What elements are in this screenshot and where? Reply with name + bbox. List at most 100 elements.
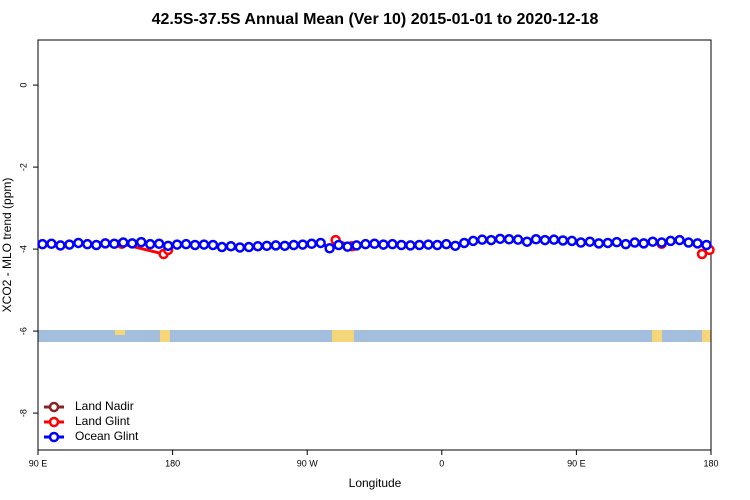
data-point bbox=[306, 238, 317, 250]
x-tick-label: 180 bbox=[703, 458, 718, 468]
legend-marker bbox=[48, 401, 60, 413]
data-point bbox=[593, 238, 605, 249]
data-point bbox=[333, 239, 344, 251]
data-point bbox=[171, 239, 183, 250]
data-point bbox=[135, 236, 147, 248]
data-point bbox=[566, 235, 578, 247]
data-point bbox=[351, 240, 362, 251]
data-point bbox=[225, 240, 237, 252]
data-point bbox=[189, 239, 201, 251]
data-point bbox=[602, 237, 614, 249]
data-point bbox=[198, 239, 210, 250]
land-patch bbox=[332, 330, 354, 342]
data-point bbox=[450, 240, 461, 252]
land-patch bbox=[160, 330, 170, 342]
data-point bbox=[620, 238, 632, 250]
data-point bbox=[458, 237, 470, 249]
data-point bbox=[701, 239, 712, 251]
x-tick-label: 90 E bbox=[29, 458, 48, 468]
land-mask bbox=[38, 330, 711, 342]
legend-label: Land Glint bbox=[75, 414, 130, 428]
data-point bbox=[360, 238, 371, 250]
data-point bbox=[638, 238, 649, 249]
data-point bbox=[405, 240, 416, 251]
data-point bbox=[530, 234, 542, 245]
data-point bbox=[297, 239, 308, 250]
data-point bbox=[512, 234, 524, 245]
data-point bbox=[692, 238, 703, 249]
data-point bbox=[234, 242, 246, 253]
data-point bbox=[584, 236, 596, 247]
data-point bbox=[180, 238, 192, 250]
data-point bbox=[423, 239, 434, 250]
land-patch bbox=[702, 330, 711, 342]
data-point bbox=[144, 238, 156, 250]
data-point bbox=[387, 238, 398, 250]
data-point bbox=[100, 238, 111, 249]
data-point bbox=[243, 241, 255, 253]
y-tick-label: -8 bbox=[18, 409, 28, 417]
legend-marker bbox=[48, 416, 60, 428]
x-tick-label: 0 bbox=[439, 458, 444, 468]
data-point bbox=[261, 240, 273, 252]
data-point bbox=[539, 234, 551, 246]
data-point bbox=[91, 239, 102, 251]
land-patch bbox=[652, 330, 662, 342]
data-point bbox=[414, 239, 425, 251]
ocean-band bbox=[38, 330, 711, 342]
legend-label: Ocean Glint bbox=[75, 429, 139, 443]
land-patch bbox=[115, 330, 125, 335]
y-tick-label: -6 bbox=[18, 327, 28, 335]
data-point bbox=[494, 233, 506, 245]
data-point bbox=[117, 237, 129, 248]
data-point bbox=[575, 237, 587, 248]
y-tick-label: -2 bbox=[18, 163, 28, 171]
data-point bbox=[46, 238, 57, 250]
data-point bbox=[216, 241, 228, 253]
data-point bbox=[73, 237, 84, 249]
data-point bbox=[270, 240, 282, 251]
data-point bbox=[696, 248, 708, 260]
data-point bbox=[342, 241, 353, 252]
data-point bbox=[647, 236, 658, 247]
data-point bbox=[656, 237, 667, 248]
data-point bbox=[315, 237, 326, 249]
data-point bbox=[665, 235, 676, 247]
data-point bbox=[252, 240, 264, 252]
x-tick-label: 90 W bbox=[297, 458, 319, 468]
legend-marker bbox=[48, 431, 60, 443]
data-point bbox=[683, 237, 694, 248]
chart-title: 42.5S-37.5S Annual Mean (Ver 10) 2015-01… bbox=[152, 11, 599, 28]
y-axis-label: XCO2 - MLO trend (ppm) bbox=[0, 178, 14, 313]
data-point bbox=[629, 237, 640, 248]
data-point bbox=[288, 239, 299, 251]
data-point bbox=[485, 234, 497, 246]
data-point bbox=[557, 235, 569, 246]
data-point bbox=[396, 239, 407, 251]
data-point bbox=[55, 240, 66, 251]
data-point bbox=[369, 238, 380, 250]
data-point bbox=[207, 239, 219, 251]
data-point bbox=[37, 238, 48, 250]
data-point bbox=[467, 235, 479, 247]
data-point bbox=[476, 234, 488, 245]
data-point bbox=[432, 239, 443, 251]
legend-label: Land Nadir bbox=[75, 399, 134, 413]
data-point bbox=[548, 234, 560, 245]
data-point bbox=[674, 234, 685, 246]
data-point bbox=[153, 238, 165, 250]
data-point bbox=[324, 243, 335, 254]
data-point bbox=[109, 238, 120, 250]
data-point bbox=[279, 240, 291, 252]
data-point bbox=[521, 236, 533, 247]
data-point bbox=[611, 236, 623, 248]
data-point bbox=[64, 239, 75, 250]
y-tick-label: 0 bbox=[18, 83, 28, 88]
x-tick-label: 90 E bbox=[567, 458, 586, 468]
data-point bbox=[162, 240, 174, 252]
data-point bbox=[82, 238, 93, 250]
x-axis-label: Longitude bbox=[349, 476, 402, 490]
data-point bbox=[126, 238, 138, 249]
data-point bbox=[503, 234, 515, 245]
